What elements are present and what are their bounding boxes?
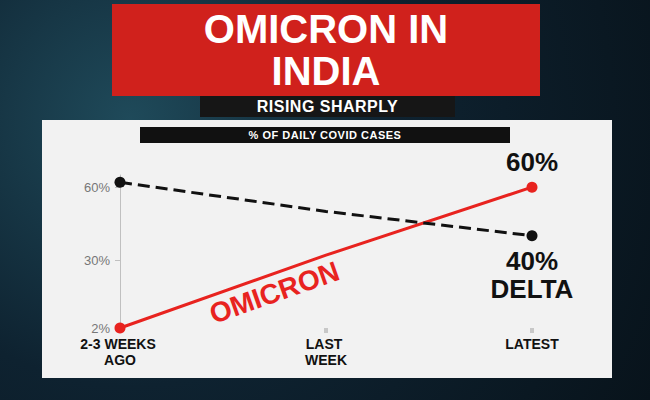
html-text:% OF DAILY COVID CASES: % OF DAILY COVID CASES [248,129,402,141]
svg-text:2-3 WEEKS: 2-3 WEEKS [80,336,159,352]
svg-text:LAST: LAST [306,336,346,352]
svg-text:AGO: AGO [104,352,136,368]
html-text:RISING SHARPLY: RISING SHARPLY [256,97,399,115]
svg-text:60%: 60% [506,147,558,177]
svg-text:LATEST: LATEST [505,336,559,352]
html-text:OMICRON IN INDIA: OMICRON IN INDIA [203,7,449,93]
svg-text:DELTA: DELTA [491,274,574,304]
svg-text:30%: 30% [84,253,110,268]
svg-text:WEEK: WEEK [305,352,347,368]
svg-text:OMICRON: OMICRON [205,255,343,329]
svg-text:60%: 60% [84,180,110,195]
svg-text:2%: 2% [91,321,110,336]
svg-text:40%: 40% [506,246,558,276]
